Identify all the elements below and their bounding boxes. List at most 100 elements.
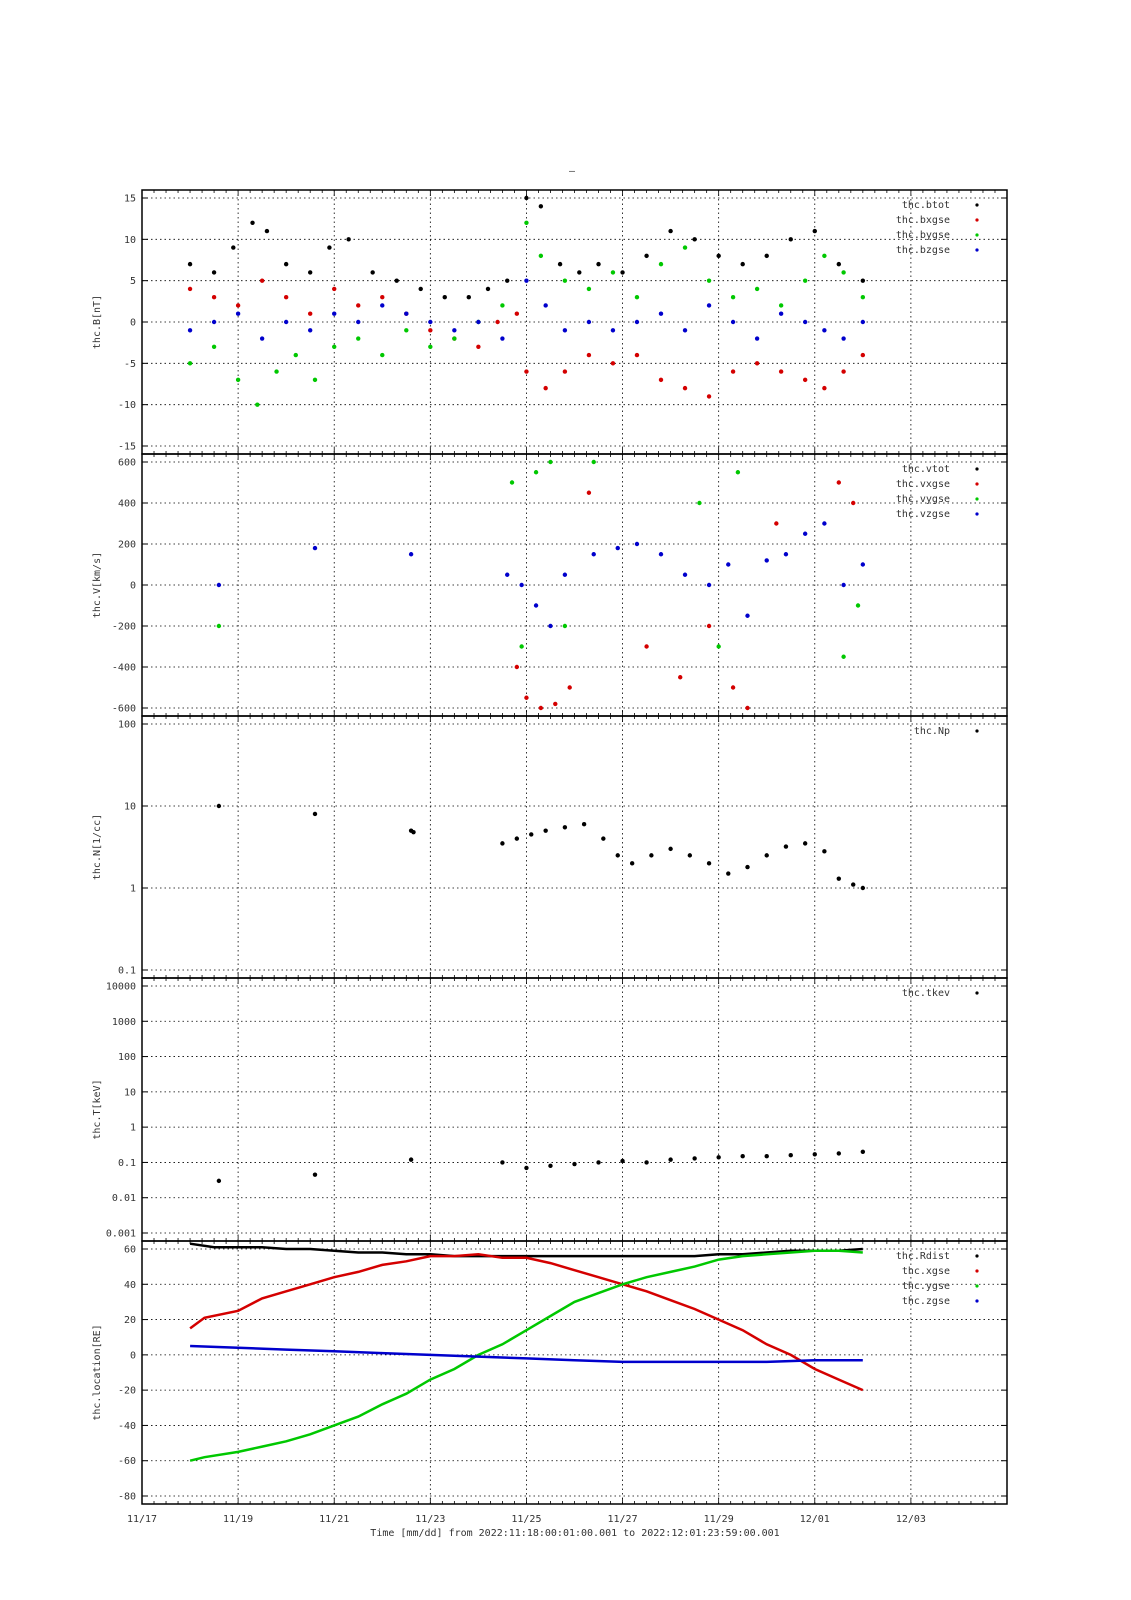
data-point <box>706 394 712 399</box>
y-axis-label: thc.location[RE] <box>92 1324 103 1420</box>
data-point <box>567 685 572 690</box>
data-point <box>706 861 712 866</box>
data-point <box>860 1149 866 1155</box>
x-tick-label: 11/21 <box>319 1514 349 1525</box>
data-point <box>735 470 741 475</box>
data-point <box>548 1163 553 1169</box>
legend-label: thc.xgse <box>902 1266 950 1277</box>
data-point <box>687 853 693 858</box>
data-point <box>394 278 399 283</box>
data-point <box>586 319 592 325</box>
data-point <box>778 369 784 374</box>
legend-marker <box>975 467 979 471</box>
data-point <box>476 344 481 349</box>
data-point <box>812 228 817 234</box>
data-point <box>860 295 866 300</box>
legend-label: thc.bygse <box>896 230 950 241</box>
data-point <box>658 552 664 557</box>
data-point <box>562 623 568 629</box>
data-point <box>778 311 784 316</box>
data-point <box>706 278 712 283</box>
data-point <box>519 644 524 649</box>
data-point <box>428 344 433 349</box>
panel-frame <box>141 977 1008 1242</box>
legend-label: thc.zgse <box>902 1296 950 1307</box>
data-point <box>682 385 688 391</box>
y-tick-label: 0.1 <box>118 1158 136 1169</box>
y-tick-label: 200 <box>118 540 136 551</box>
data-point <box>370 270 375 275</box>
data-point <box>312 811 318 817</box>
data-point <box>754 361 760 366</box>
data-point <box>596 261 601 267</box>
y-tick-label: 0 <box>130 1350 136 1361</box>
y-axis-label: thc.T[keV] <box>92 1079 103 1139</box>
data-point <box>860 278 866 283</box>
data-point <box>452 328 457 333</box>
y-tick-label: -400 <box>112 663 136 674</box>
data-point <box>259 336 265 341</box>
data-point <box>346 237 351 242</box>
data-point <box>716 644 721 649</box>
legend-label: thc.vzgse <box>896 509 950 520</box>
data-point <box>505 278 510 283</box>
data-point <box>620 1158 625 1164</box>
data-point <box>533 603 539 608</box>
legend-marker <box>975 729 979 733</box>
series-group <box>216 1149 866 1184</box>
data-point <box>706 582 712 588</box>
data-point <box>312 545 318 551</box>
data-point <box>411 829 416 835</box>
data-point <box>730 369 736 374</box>
data-point <box>283 261 289 267</box>
data-point <box>332 344 337 349</box>
data-point <box>283 319 289 325</box>
data-point <box>591 459 596 465</box>
data-point <box>658 311 664 316</box>
x-tick-label: 11/29 <box>704 1514 734 1525</box>
data-point <box>841 369 846 374</box>
data-point <box>754 286 760 292</box>
x-tick-label: 12/03 <box>896 1514 926 1525</box>
data-point <box>697 500 702 506</box>
y-axis-label: thc.B[nT] <box>92 295 103 349</box>
y-axis-label: thc.N[1/cc] <box>92 814 103 880</box>
data-point <box>211 319 217 325</box>
data-point <box>231 245 236 250</box>
data-point <box>255 402 260 407</box>
data-point <box>216 623 222 629</box>
data-point <box>802 841 808 846</box>
data-point <box>476 319 481 325</box>
data-point <box>408 552 414 557</box>
data-point <box>682 572 688 577</box>
data-point <box>644 253 649 259</box>
panel-frame <box>141 1240 1008 1505</box>
data-point <box>730 319 736 325</box>
data-point <box>668 846 673 852</box>
data-point <box>644 1160 649 1165</box>
legend-label: thc.ygse <box>902 1281 950 1292</box>
data-point <box>620 270 625 275</box>
data-point <box>730 295 736 300</box>
y-tick-label: 0 <box>130 581 136 592</box>
data-point <box>514 664 520 670</box>
data-point <box>404 328 409 333</box>
y-tick-label: -80 <box>118 1492 136 1503</box>
data-point <box>428 328 433 333</box>
data-point <box>312 377 318 383</box>
legend-marker <box>975 1254 979 1258</box>
y-tick-label: 1 <box>130 1123 136 1134</box>
data-point <box>802 377 808 383</box>
data-point <box>500 303 505 308</box>
y-tick-label: 10 <box>124 1087 136 1098</box>
data-point <box>610 270 616 275</box>
data-point <box>235 377 241 383</box>
data-point <box>259 278 265 283</box>
data-point <box>524 1165 529 1171</box>
data-point <box>500 336 505 341</box>
data-point <box>716 253 721 259</box>
data-point <box>586 352 592 358</box>
legend-marker <box>975 1284 979 1288</box>
series-line-thc.ygse <box>189 1249 863 1462</box>
